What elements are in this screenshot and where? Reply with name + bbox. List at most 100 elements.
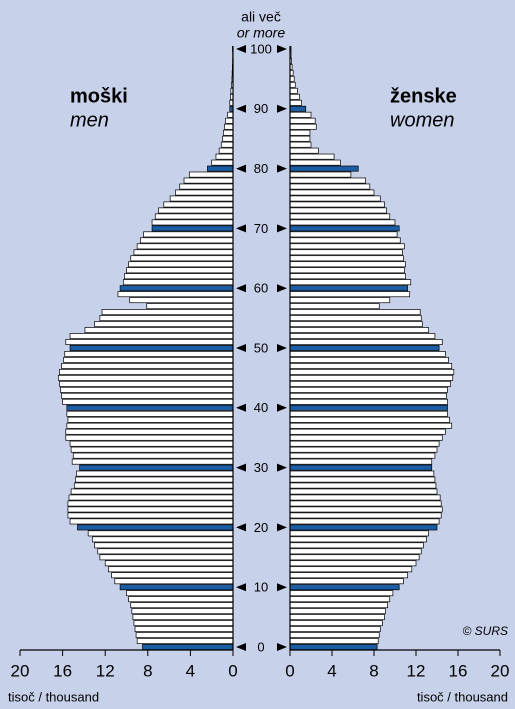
bar <box>289 231 398 238</box>
bar <box>289 548 422 555</box>
bar <box>289 374 454 381</box>
x-tick-label: 8 <box>143 661 152 680</box>
bar <box>69 345 234 351</box>
bar <box>289 285 408 292</box>
bar <box>289 506 443 513</box>
bar <box>289 440 440 447</box>
bar <box>289 261 406 268</box>
bar <box>67 416 234 423</box>
bar <box>69 518 234 525</box>
y-tick-arrow <box>277 284 287 293</box>
bar <box>65 428 234 435</box>
bar <box>289 333 436 339</box>
bar <box>289 153 335 160</box>
bar <box>289 620 383 627</box>
y-tick-arrow <box>277 463 287 472</box>
bar <box>289 357 449 363</box>
bar <box>289 512 442 519</box>
bar <box>151 225 234 232</box>
bar <box>183 177 234 184</box>
bar <box>101 309 234 316</box>
bar <box>59 380 234 387</box>
bar <box>134 626 234 633</box>
y-tick-arrow <box>236 104 246 113</box>
bar <box>289 345 440 351</box>
bar <box>131 608 234 615</box>
bar <box>289 201 385 208</box>
bar <box>122 279 234 286</box>
bar <box>136 638 234 644</box>
bar <box>62 398 234 405</box>
bar <box>289 476 436 483</box>
bar <box>73 482 234 489</box>
x-tick-label: 20 <box>491 661 510 680</box>
bar <box>114 578 234 585</box>
y-tick-arrow <box>277 44 287 53</box>
bar <box>130 602 234 609</box>
bar <box>289 566 413 573</box>
bar <box>289 638 379 644</box>
bar <box>289 243 405 250</box>
bar <box>289 225 400 232</box>
y-tick-arrow <box>277 403 287 412</box>
bar <box>154 213 234 220</box>
left-title: moški <box>70 85 128 107</box>
bar <box>179 183 234 190</box>
bar <box>289 452 436 459</box>
bar <box>126 267 234 274</box>
bar <box>158 207 234 214</box>
bar <box>289 123 317 130</box>
bar <box>289 219 396 226</box>
bar <box>188 171 234 178</box>
bar <box>117 291 234 298</box>
bar <box>289 464 433 471</box>
x-tick-label: 4 <box>186 661 195 680</box>
bar <box>289 165 359 172</box>
bar <box>289 410 448 417</box>
bar <box>289 626 381 633</box>
x-tick-label: 16 <box>449 661 468 680</box>
bar <box>61 363 234 369</box>
bar <box>289 488 438 495</box>
bar <box>224 123 234 130</box>
y-tick-arrow <box>277 224 287 233</box>
bar <box>289 327 429 333</box>
bar <box>69 440 234 447</box>
bar <box>222 135 234 142</box>
bar <box>289 135 311 142</box>
x-tick-label: 16 <box>53 661 72 680</box>
right-subtitle: women <box>390 109 454 131</box>
x-tick-label: 0 <box>285 661 294 680</box>
bar <box>289 303 380 310</box>
bar <box>289 171 352 178</box>
y-tick-label: 50 <box>254 340 268 355</box>
bar <box>289 321 423 328</box>
bar <box>169 195 234 202</box>
bar <box>67 500 234 507</box>
bar <box>289 159 341 166</box>
bar <box>289 111 312 118</box>
bar <box>289 536 427 543</box>
bar <box>129 297 234 304</box>
bar <box>119 584 234 591</box>
bar <box>59 368 234 375</box>
y-tick-label: 90 <box>254 101 268 116</box>
bar <box>289 584 400 591</box>
bar <box>128 596 234 603</box>
bar <box>124 273 234 280</box>
bar <box>289 524 438 531</box>
bar <box>289 494 441 501</box>
bar <box>223 129 234 136</box>
bar <box>289 368 455 375</box>
bar <box>57 374 234 381</box>
bar <box>289 141 312 148</box>
bar <box>289 189 375 196</box>
bar <box>289 416 450 423</box>
bar <box>133 249 234 256</box>
bar <box>289 530 429 537</box>
bar <box>289 572 408 579</box>
bar <box>289 518 440 525</box>
x-tick-label: 12 <box>96 661 115 680</box>
x-tick-label: 8 <box>369 661 378 680</box>
